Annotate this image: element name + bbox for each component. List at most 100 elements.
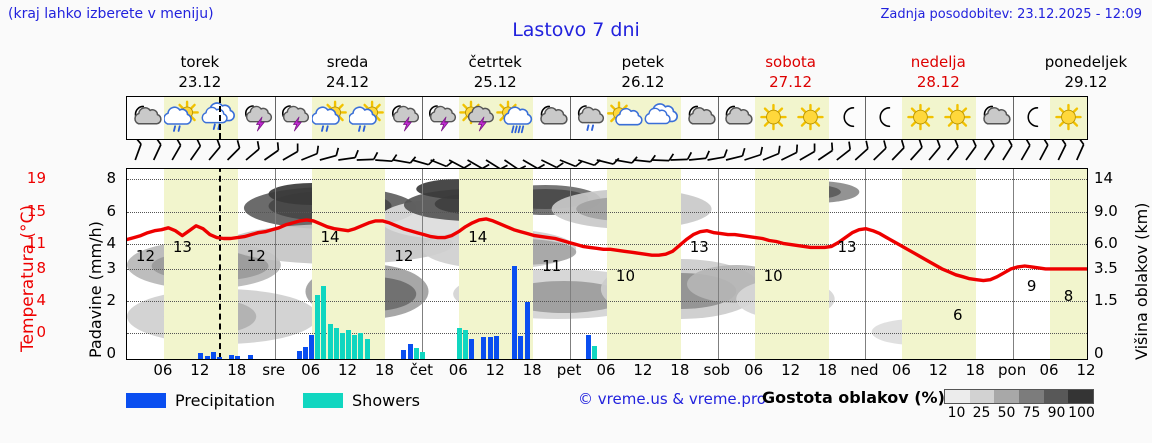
wind-barb-row [126,140,1088,168]
wind-barb [688,150,710,161]
cloud-density-gradient-bar [944,389,1094,404]
legend-item-showers: Showers [303,391,420,410]
wind-barb [1057,140,1067,161]
weather-icon-moon-cloud-drizzle [570,97,607,139]
wind-barb [152,140,162,161]
x-tick-label-12: 12 [485,361,505,379]
horizontal-gridline [127,269,1087,271]
temperature-value-label: 12 [394,247,414,266]
wind-barb [245,141,260,161]
wind-barb [338,149,359,161]
wind-barb [799,143,816,161]
temperature-value-label: 14 [468,227,488,246]
meteogram-plot-area: 12 13 12 14 12 14 11 10 13 10 13 6 9 8 [126,168,1088,360]
precipitation-bar-precipitation [469,339,475,359]
precipitation-bar-precipitation [198,353,204,359]
precipitation-legend: Precipitation Showers [126,388,420,412]
wind-barb [301,145,320,161]
precipitation-bar-precipitation [309,334,315,359]
cloud-density-tick-25: 25 [972,405,991,421]
precipitation-bar-showers [364,339,370,359]
precipitation-bar-precipitation [235,355,241,359]
wind-barb [1075,140,1085,161]
wind-barb [781,144,799,161]
cloud-height-axis-title: Višina oblakov (km) [1132,202,1151,360]
temperature-value-label: 10 [763,267,783,286]
x-tick-label-18: 18 [227,361,247,379]
weather-icon-sun-cloud [607,97,644,139]
temperature-value-label: 13 [172,237,192,256]
x-tick-label-06: 06 [153,361,173,379]
wind-barb [928,140,941,161]
wind-barb [909,140,923,161]
precipitation-bar-showers [339,332,345,359]
x-tick-label-12: 12 [633,361,653,379]
precipitation-bar-precipitation [493,335,499,359]
temperature-line [127,217,1087,283]
day-name: četrtek [468,53,522,71]
cloud-scale-step-25 [969,390,995,403]
cloud-scale-step-10 [945,390,970,403]
x-tick-label-18: 18 [817,361,838,379]
precipitation-bar-showers [315,294,321,359]
day-header-torek: torek 23.12 [126,52,274,92]
day-date: 29.12 [1064,73,1108,91]
weather-icon-sun [754,97,792,139]
legend-label-showers: Showers [352,390,420,410]
x-axis-tick-labels: 06 12 18 sre 06 12 18 čet 06 12 18 pet 06 12 18 sob 06 12… [126,361,1095,381]
horizontal-gridline [127,244,1087,246]
day-gridline [570,169,572,359]
day-gridline [1013,169,1015,359]
day-separator [717,97,719,139]
wind-barb [411,158,435,166]
weather-icon-cloud [643,97,681,139]
x-tick-label-06: 06 [891,361,911,379]
cloud-density-tick-50: 50 [997,405,1016,421]
weather-icon-moon-cloud [680,97,718,139]
horizontal-gridline [127,179,1087,181]
daytime-shading [902,169,977,359]
precipitation-tick-6: 6 [106,201,116,220]
day-name: ponedeljek [1044,53,1128,71]
wind-barb [226,140,241,161]
temperature-value-label: 13 [689,237,709,256]
precipitation-bar-precipitation [518,335,524,359]
daytime-shading [1050,169,1087,359]
weather-icon-sun-cloud-rain [496,97,534,139]
temperature-value-label: 9 [1026,276,1037,295]
precipitation-bar-precipitation [229,354,235,359]
daytime-shading [754,169,829,359]
day-header-nedelja: nedelja 28.12 [864,52,1012,92]
day-name: petek [621,53,665,71]
wind-barb [633,154,656,163]
day-date: 24.12 [326,73,369,91]
weather-icon-sun [939,97,977,139]
day-name: sobota [765,53,816,71]
precipitation-bar-showers [592,345,598,359]
x-tick-label-12: 12 [928,361,948,379]
credit-link[interactable]: © vreme.us & vreme.pro [578,390,766,408]
x-tick-label-sob: sob [703,361,731,379]
weather-icon-moon-cloud-thunder [237,97,275,139]
weather-icon-sun [791,97,829,139]
wind-barb [134,140,142,161]
precipitation-bar-precipitation [407,343,413,359]
precipitation-bar-precipitation [487,336,493,359]
precipitation-tick-2: 2 [106,291,116,310]
precipitation-bar-showers [327,323,333,359]
temperature-tick-19: 19 [26,169,46,188]
wind-barb [854,140,869,161]
precipitation-bar-precipitation [512,266,518,359]
day-header-petek: petek 26.12 [569,52,717,92]
precipitation-bar-precipitation [481,336,487,359]
temperature-tick-15: 15 [26,201,46,220]
cloud-height-tick-1.5: 1.5 [1094,291,1118,310]
cloud-density-tick-90: 90 [1047,405,1066,421]
precipitation-swatch-icon [126,392,166,408]
x-tick-label-18: 18 [522,361,542,379]
wind-barb [263,142,280,161]
wind-barb [356,151,379,161]
day-header-sreda: sreda 24.12 [274,52,422,92]
wind-barb [1039,140,1049,161]
temperature-tick-0: 0 [36,323,46,342]
